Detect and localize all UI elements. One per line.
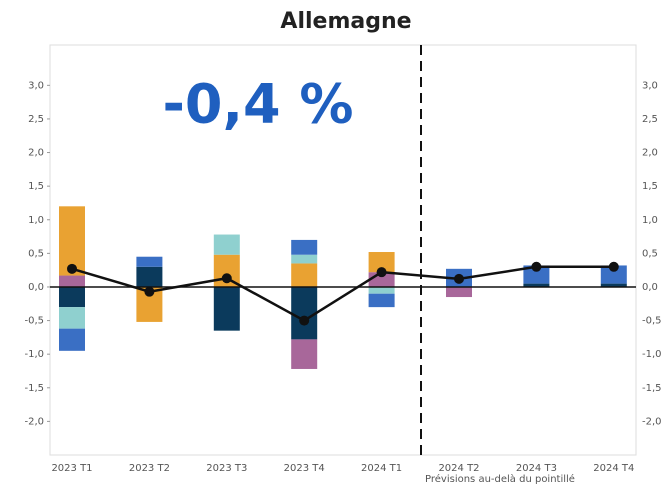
line-point [608,261,619,272]
bar-segment [213,286,240,331]
y-tick-label: -1,5 [24,383,44,394]
line-point [67,263,77,274]
x-tick-label: 2023 T2 [129,463,170,474]
bar-segment [291,263,318,287]
bar-segment [600,283,627,287]
bar-segment [59,275,85,287]
bar-segment [136,266,163,287]
plot-frame [49,44,637,456]
bar-segment [368,252,395,273]
x-tick-label: 2024 T3 [516,463,557,474]
line [71,265,614,323]
y2-tick-label: 0,0 [642,282,658,293]
y-tick-label: 2,5 [28,114,44,125]
y2-tick-label: 2,5 [642,114,658,125]
y-tick-label: -0,5 [24,316,44,327]
bar-segment [368,286,395,294]
x-tick-label: 2023 T3 [206,463,247,474]
bar-segment [59,307,85,329]
y2-tick-label: -1,5 [642,383,662,394]
line-point [144,286,155,297]
bar-segment [523,265,550,284]
bar-segment [59,286,85,308]
line-point [299,315,310,326]
y-tick-label: 0,5 [28,248,44,259]
bar-segment [136,256,163,267]
x-tick-label: 2023 T1 [51,463,92,474]
bar-segment [213,234,240,255]
bar-segment [291,239,318,255]
y-tick-label: 1,5 [28,181,44,192]
bar-segment [446,286,472,298]
line-point [531,261,542,272]
line-point [221,273,232,284]
y2-tick-label: 2,0 [642,148,658,159]
bar-segment [368,293,395,308]
bar-segment [291,339,318,369]
y-tick-label: 0,0 [28,282,44,293]
bar-segment [291,286,318,340]
y2-tick-label: -1,0 [642,349,662,360]
line-point [454,273,464,284]
x-tick-label: 2024 T4 [593,463,634,474]
line-point [376,267,387,278]
y-tick-label: 3,0 [28,80,44,91]
y2-tick-label: -2,0 [642,416,662,427]
bar-segment [291,254,318,264]
y-tick-label: 2,0 [28,148,44,159]
y2-tick-label: -0,5 [642,316,662,327]
x-tick-label: 2024 T1 [361,463,402,474]
y2-tick-label: 1,5 [642,181,658,192]
note: Prévisions au-delà du pointillé [425,473,575,485]
bar-segment [59,328,85,351]
bar-segment [600,265,627,284]
y2-tick-label: 0,5 [642,248,658,259]
y-tick-label: -2,0 [24,416,44,427]
chart-title: Allemagne [280,9,411,34]
x-tick-label: 2023 T4 [284,463,325,474]
x-tick-label: 2024 T2 [438,463,479,474]
y2-tick-label: 3,0 [642,80,658,91]
y-tick-label: -1,0 [24,349,44,360]
annotation: -0,4 % [163,73,354,136]
bar-segment [523,283,550,287]
y2-tick-label: 1,0 [642,215,658,226]
y-tick-label: 1,0 [28,215,44,226]
